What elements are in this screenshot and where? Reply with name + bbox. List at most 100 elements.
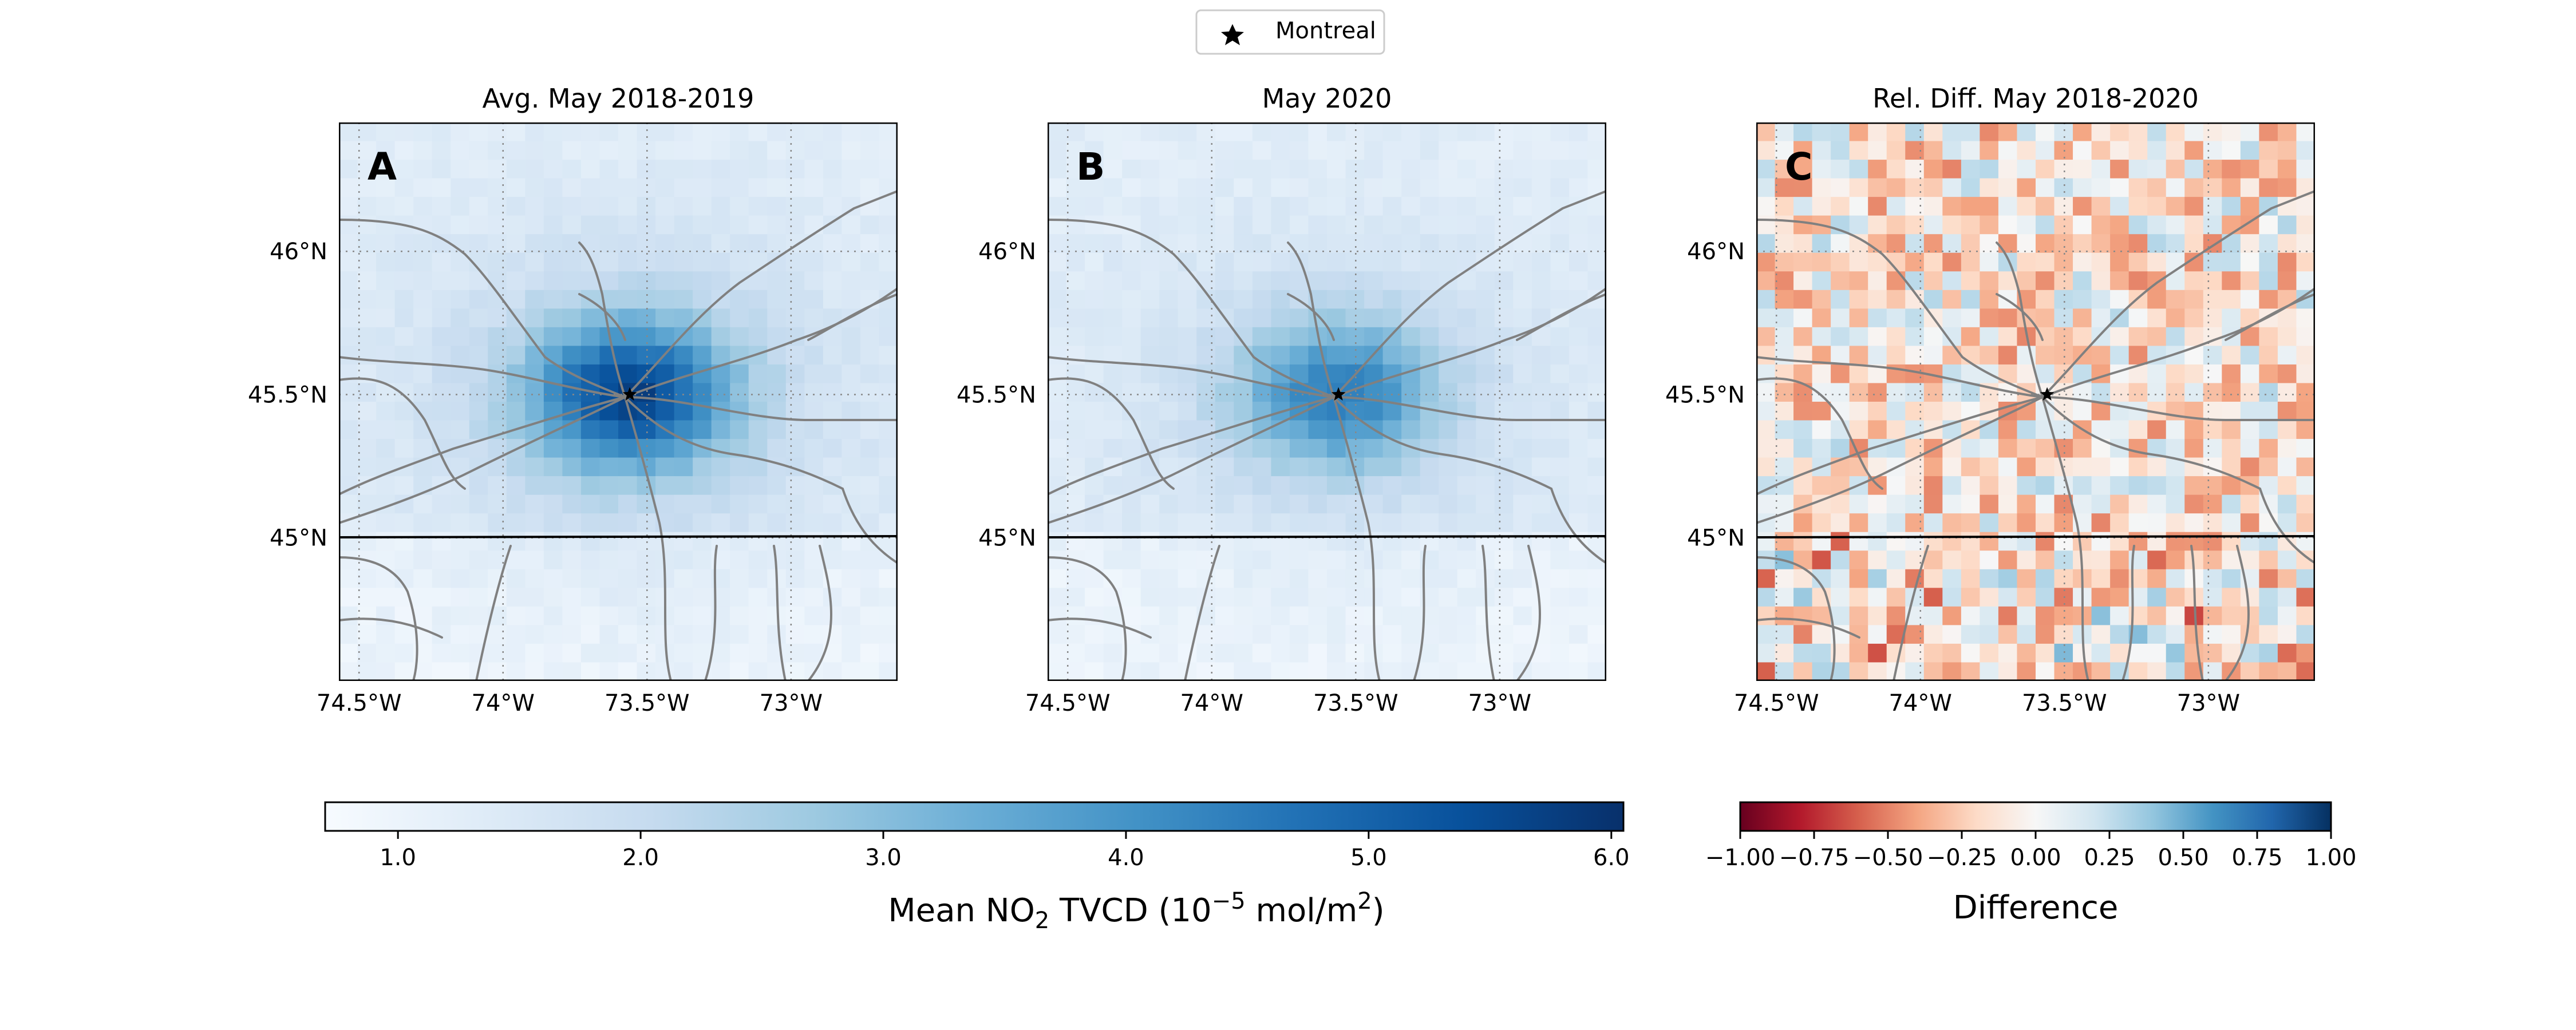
grid-cell <box>1568 532 1589 551</box>
grid-cell <box>730 160 749 179</box>
grid-cell <box>1961 588 1980 607</box>
grid-cell <box>1271 252 1290 272</box>
grid-cell <box>432 252 451 272</box>
grid-cell <box>1980 457 1999 477</box>
grid-cell <box>1271 346 1290 365</box>
grid-cell <box>1513 290 1532 309</box>
grid-cell <box>1868 662 1887 681</box>
grid-cell <box>748 550 768 570</box>
grid-cell <box>2017 439 2036 458</box>
grid-cell <box>1439 308 1458 328</box>
grid-cell <box>543 513 563 533</box>
grid-cell <box>543 439 563 458</box>
grid-cell <box>2073 215 2092 235</box>
grid-cell <box>1886 271 1906 291</box>
grid-cell <box>1886 141 1906 160</box>
grid-cell <box>730 532 749 551</box>
grid-cell <box>1756 457 1776 477</box>
grid-cell <box>1494 271 1514 291</box>
grid-cell <box>1980 197 1999 216</box>
grid-cell <box>2091 532 2111 551</box>
grid-cell <box>1066 178 1085 197</box>
grid-cell <box>1775 271 1794 291</box>
grid-cell <box>804 439 824 458</box>
grid-cell <box>655 439 675 458</box>
grid-cell <box>2277 122 2297 142</box>
grid-cell <box>785 383 805 402</box>
grid-cell <box>2184 215 2204 235</box>
grid-cell <box>543 383 563 402</box>
grid-cell <box>432 346 451 365</box>
grid-cell <box>637 215 656 235</box>
grid-cell <box>1122 271 1141 291</box>
grid-cell <box>748 252 768 272</box>
grid-cell <box>1159 160 1179 179</box>
grid-cell <box>580 439 600 458</box>
grid-cell <box>1457 160 1476 179</box>
grid-cell <box>1345 569 1365 588</box>
grid-cell <box>1513 308 1532 328</box>
grid-cell <box>2184 178 2204 197</box>
no2-heatmap <box>339 122 898 681</box>
grid-cell <box>543 476 563 496</box>
grid-cell <box>1382 588 1402 607</box>
grid-cell <box>1513 625 1532 644</box>
grid-cell <box>804 364 824 384</box>
grid-cell <box>2203 643 2222 663</box>
grid-cell <box>376 513 396 533</box>
grid-cell <box>1066 457 1085 477</box>
grid-cell <box>841 588 861 607</box>
grid-cell <box>2296 606 2315 625</box>
grid-cell <box>711 308 730 328</box>
grid-cell <box>1849 290 1868 309</box>
grid-cell <box>2296 346 2315 365</box>
grid-cell <box>1812 383 1831 402</box>
grid-cell <box>1215 588 1234 607</box>
grid-cell <box>2259 420 2278 439</box>
grid-cell <box>1812 643 1831 663</box>
grid-cell <box>2128 160 2148 179</box>
grid-cell <box>1252 141 1271 160</box>
grid-cell <box>1793 122 1813 142</box>
grid-cell <box>2259 439 2278 458</box>
grid-cell <box>1494 215 1514 235</box>
grid-cell <box>1793 643 1813 663</box>
grid-cell <box>1568 271 1589 291</box>
grid-cell <box>1234 178 1253 197</box>
grid-cell <box>357 141 377 160</box>
grid-cell <box>1308 420 1327 439</box>
grid-cell <box>1215 494 1234 514</box>
grid-cell <box>1568 141 1589 160</box>
colorbar-no2-label: Mean NO2 TVCD (10−5 mol/m2) <box>888 888 1384 934</box>
grid-cell <box>451 178 470 197</box>
grid-cell <box>1196 662 1216 681</box>
grid-cell <box>413 290 433 309</box>
grid-cell <box>2240 290 2259 309</box>
grid-cell <box>1756 606 1776 625</box>
grid-cell <box>2091 178 2111 197</box>
grid-cell <box>1793 141 1813 160</box>
grid-cell <box>1178 420 1197 439</box>
grid-cell <box>2184 160 2204 179</box>
grid-cell <box>1980 476 1999 496</box>
grid-cell <box>2128 494 2148 514</box>
grid-cell <box>394 662 414 681</box>
grid-cell <box>655 494 675 514</box>
grid-cell <box>2184 513 2204 533</box>
grid-cell <box>506 160 526 179</box>
grid-cell <box>1550 290 1570 309</box>
grid-cell <box>413 197 433 216</box>
grid-cell <box>1961 160 1980 179</box>
grid-cell <box>1178 476 1197 496</box>
grid-cell <box>1886 308 1906 328</box>
grid-cell <box>841 364 861 384</box>
axis-ticks: 74.5°W 74°W 73.5°W 73°W46°N45.5°N45°N <box>957 239 1531 716</box>
grid-cell <box>1271 234 1290 253</box>
grid-cell <box>1513 439 1532 458</box>
city-star-icon <box>622 387 637 401</box>
grid-cell <box>2184 532 2204 551</box>
grid-cell <box>1103 550 1123 570</box>
grid-cell <box>2277 141 2297 160</box>
grid-cell <box>1587 346 1606 365</box>
grid-cell <box>823 588 842 607</box>
